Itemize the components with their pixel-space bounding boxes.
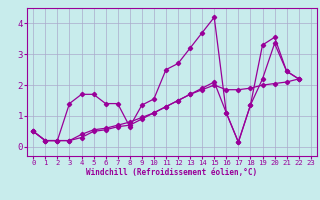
X-axis label: Windchill (Refroidissement éolien,°C): Windchill (Refroidissement éolien,°C) bbox=[86, 168, 258, 177]
